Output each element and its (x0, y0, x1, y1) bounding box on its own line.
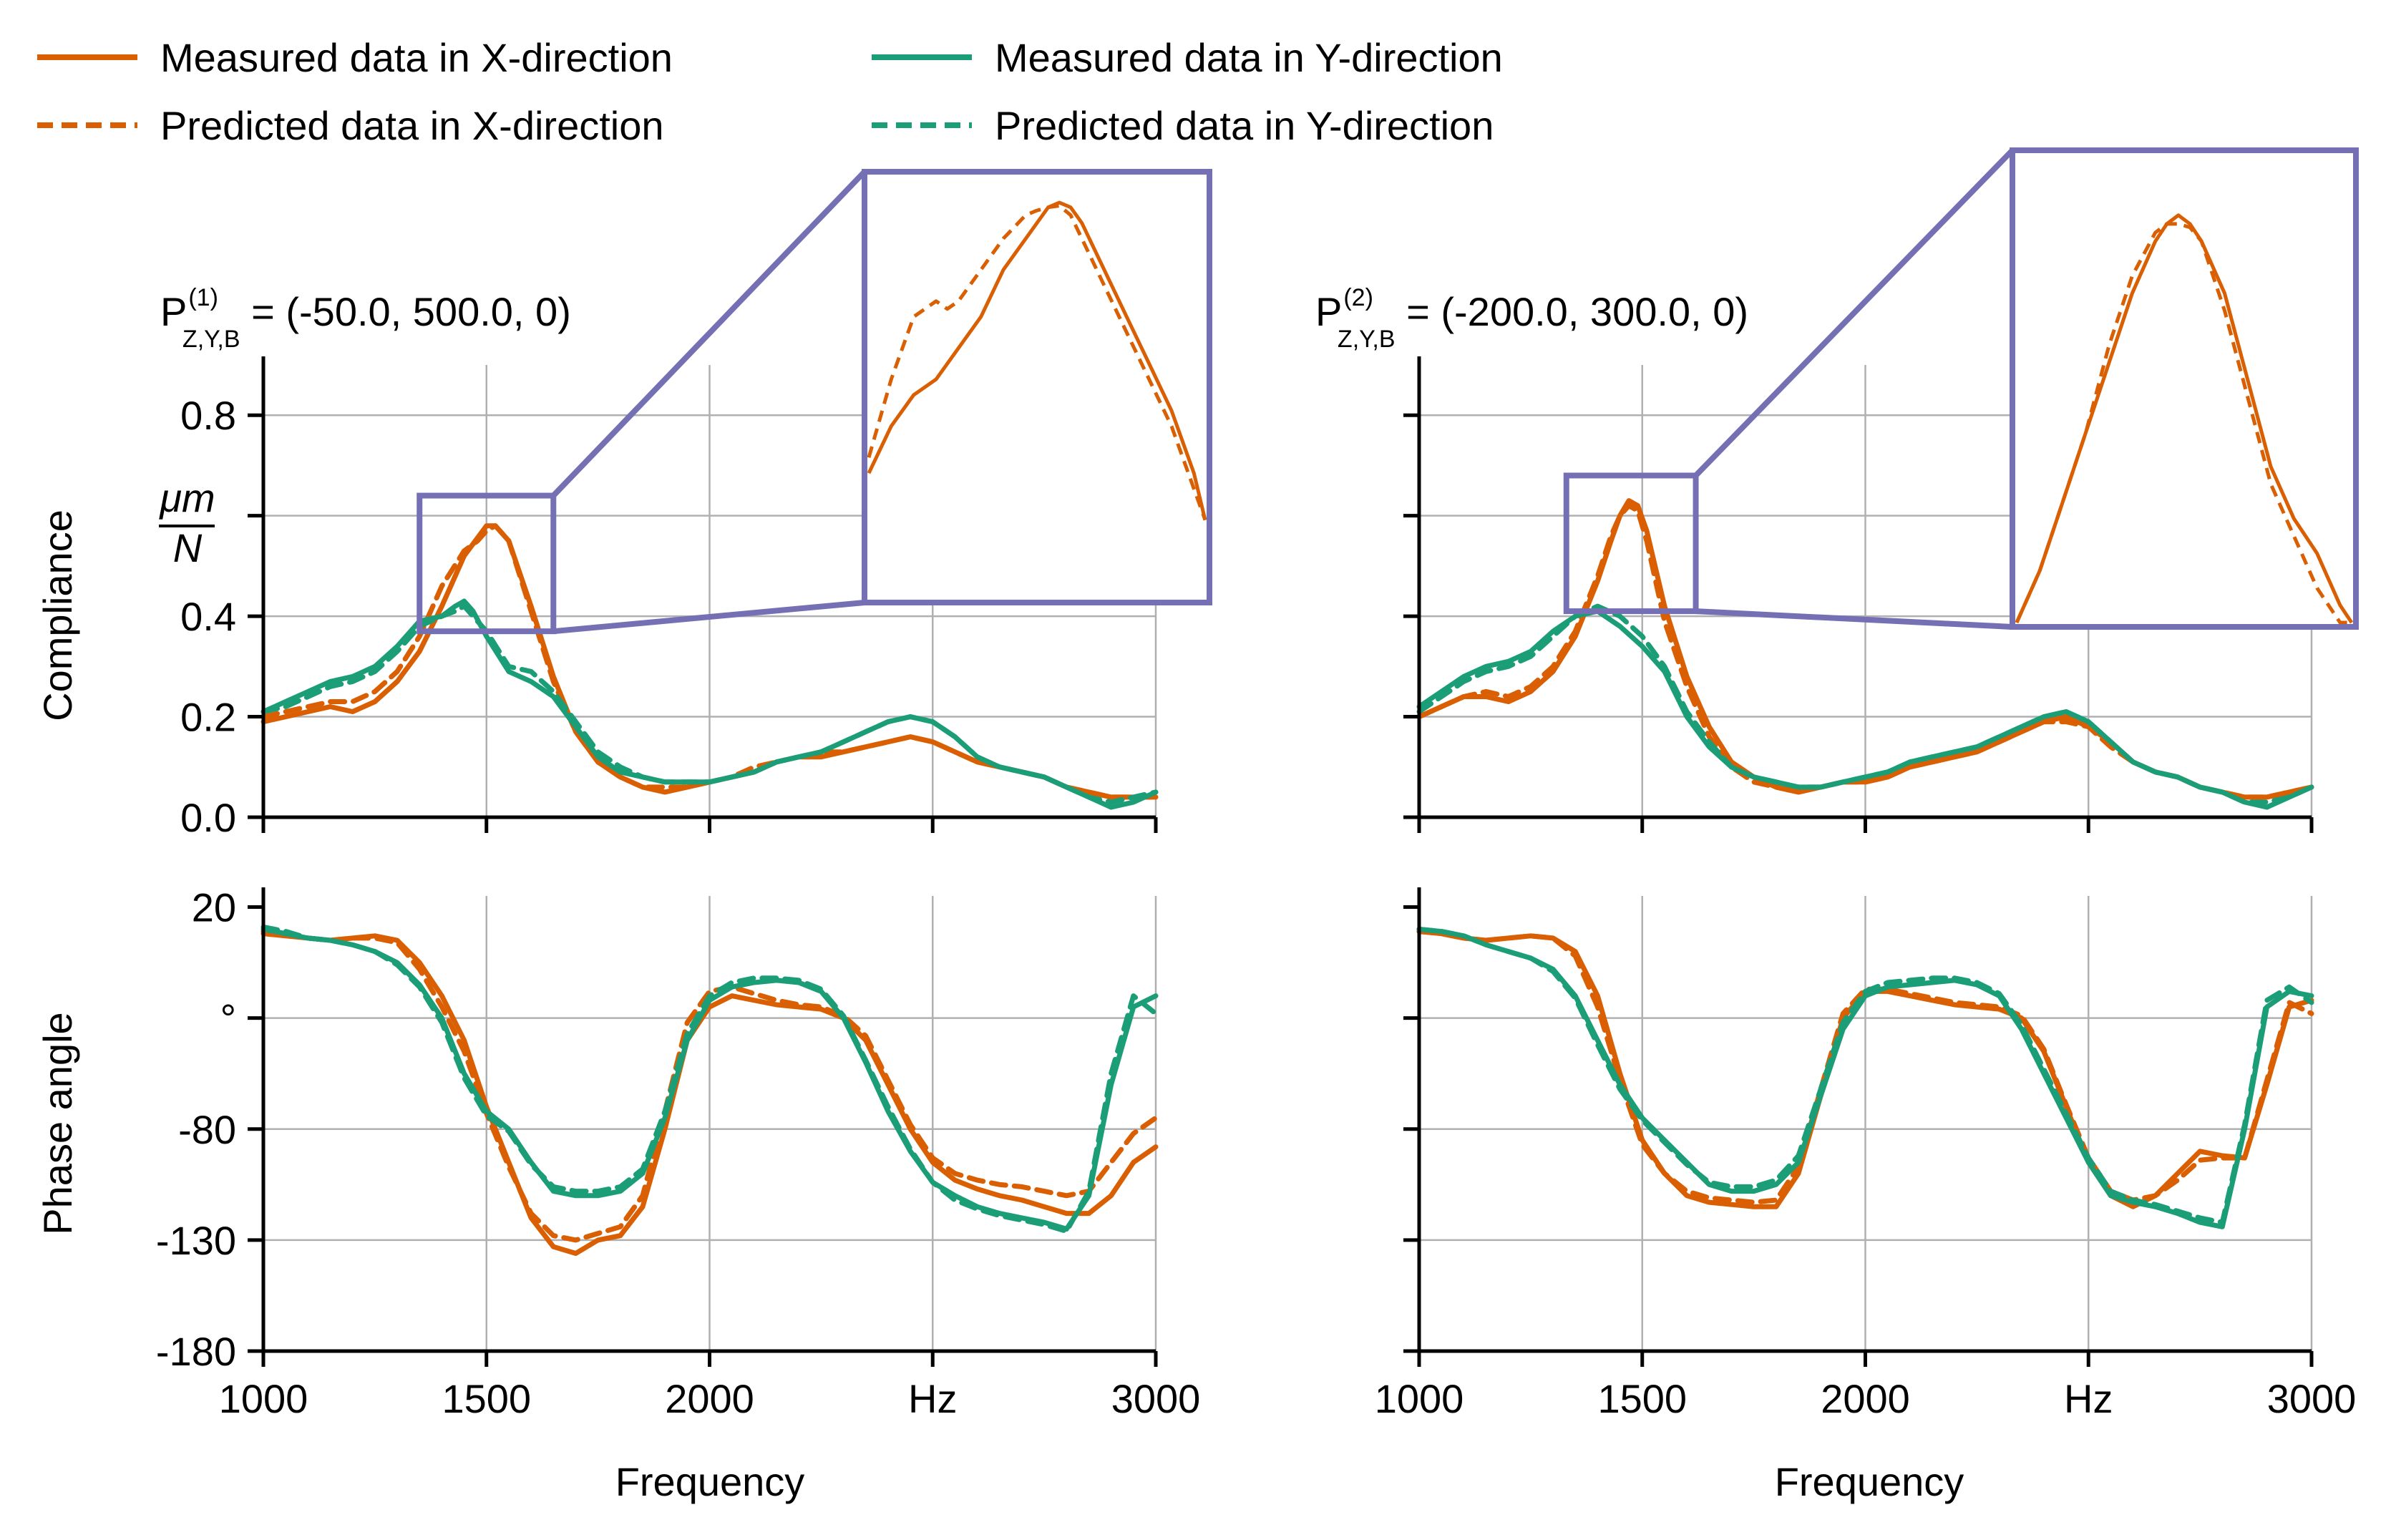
title-left-p: P (160, 289, 187, 334)
y-axis-unit-denominator: N (173, 525, 203, 570)
legend-entry-measured-x: Measured data in X-direction (37, 35, 673, 80)
panel-title-right: P(2) Z,Y,B = (-200.0, 300.0, 0) (1315, 284, 1748, 353)
x-tick-label-p2-phase: 2000 (1821, 1376, 1910, 1421)
y-tick-label-p1-phase: -80 (178, 1107, 236, 1152)
y-tick-label-p1-compliance: 0.8 (180, 393, 236, 438)
y-tick-label-p1-phase: 20 (192, 885, 236, 930)
zoom-region-box-p2 (1563, 472, 1699, 615)
title-left-rest: = (-50.0, 500.0, 0) (240, 289, 571, 334)
x-tick-label-p2-phase: 1000 (1375, 1376, 1464, 1421)
legend-label-predicted-x: Predicted data in X-direction (160, 103, 664, 148)
y-tick-label-p1-phase: -180 (156, 1329, 236, 1374)
legend: Measured data in X-direction Predicted d… (37, 35, 1503, 148)
plot-p2-phase: 1000 1500 2000 Hz 3000 (1375, 887, 2357, 1421)
zoom-connector-bottom-p2 (1695, 608, 2013, 630)
series-line-p1-phase-0 (260, 931, 1159, 1256)
series-line-p2-phase-3 (1416, 927, 2314, 1225)
x-tick-label-p1-phase: Hz (908, 1376, 957, 1421)
zoom-connector-top-p1 (551, 170, 867, 498)
zoom-region-box-p1 (417, 492, 557, 635)
x-tick-label-p1-phase: 3000 (1111, 1376, 1201, 1421)
x-axis-label-right: Frequency (1775, 1459, 1964, 1504)
x-tick-label-p1-phase: 1500 (442, 1376, 531, 1421)
series-line-p2-phase-1 (1416, 929, 2314, 1205)
title-left-sup: (1) (188, 284, 218, 311)
legend-entry-predicted-x: Predicted data in X-direction (37, 103, 664, 148)
title-right-rest: = (-200.0, 300.0, 0) (1396, 289, 1748, 334)
y-tick-label-p1-compliance: 0.4 (180, 594, 236, 639)
zoom-inset-border-p2 (2010, 147, 2359, 630)
y-tick-label-p1-phase: ° (220, 996, 236, 1041)
zoom-p1 (417, 169, 1212, 635)
x-tick-label-p2-phase: Hz (2064, 1376, 2113, 1421)
title-left-sub: Z,Y,B (182, 326, 240, 353)
legend-label-measured-y: Measured data in Y-direction (995, 35, 1503, 80)
series-line-p1-phase-3 (260, 924, 1159, 1234)
legend-entry-measured-y: Measured data in Y-direction (872, 35, 1503, 80)
x-axis-label-left: Frequency (615, 1459, 805, 1504)
inset-series-line-p2-1 (2015, 222, 2352, 625)
zoom-inset-box-p1 (862, 169, 1212, 605)
y-axis-label-compliance: Compliance (35, 510, 80, 721)
zoom-connector-bottom-p1 (552, 600, 865, 635)
series-line-p2-compliance-3 (1416, 603, 2314, 805)
legend-label-measured-x: Measured data in X-direction (160, 35, 673, 80)
title-right-sub: Z,Y,B (1338, 326, 1396, 353)
zoom-p2 (1563, 147, 2359, 630)
y-tick-label-p1-phase: -130 (156, 1218, 236, 1263)
panels-layer: 0.0 0.2 0.4 0.8 1000 1500 2000 Hz 3000 20 ° -80 -130… (156, 147, 2359, 1421)
inset-series-line-p1-1 (867, 204, 1207, 521)
y-axis-unit-numerator: μm (158, 475, 215, 520)
x-tick-label-p2-phase: 3000 (2267, 1376, 2357, 1421)
title-right-sup: (2) (1343, 284, 1373, 311)
x-tick-label-p1-phase: 2000 (665, 1376, 754, 1421)
series-line-p1-phase-1 (260, 929, 1159, 1243)
zoom-connector-top-p2 (1693, 148, 2015, 478)
x-tick-label-p1-phase: 1000 (219, 1376, 308, 1421)
x-tick-label-p2-phase: 1500 (1597, 1376, 1687, 1421)
series-line-p1-compliance-1 (260, 523, 1159, 800)
y-tick-label-p1-compliance: 0.0 (180, 795, 236, 840)
title-right-p: P (1315, 289, 1342, 334)
plot-p1-phase: 1000 1500 2000 Hz 3000 20 ° -80 -130 -180 (156, 885, 1200, 1421)
plot-p2-compliance (1403, 356, 2314, 833)
legend-label-predicted-y: Predicted data in Y-direction (995, 103, 1494, 148)
legend-entry-predicted-y: Predicted data in Y-direction (872, 103, 1494, 148)
y-axis-label-phase: Phase angle (35, 1012, 80, 1234)
panel-title-left: P(1) Z,Y,B = (-50.0, 500.0, 0) (160, 284, 571, 353)
y-tick-label-p1-compliance: 0.2 (180, 695, 236, 740)
zoom-inset-border-p1 (862, 169, 1212, 605)
